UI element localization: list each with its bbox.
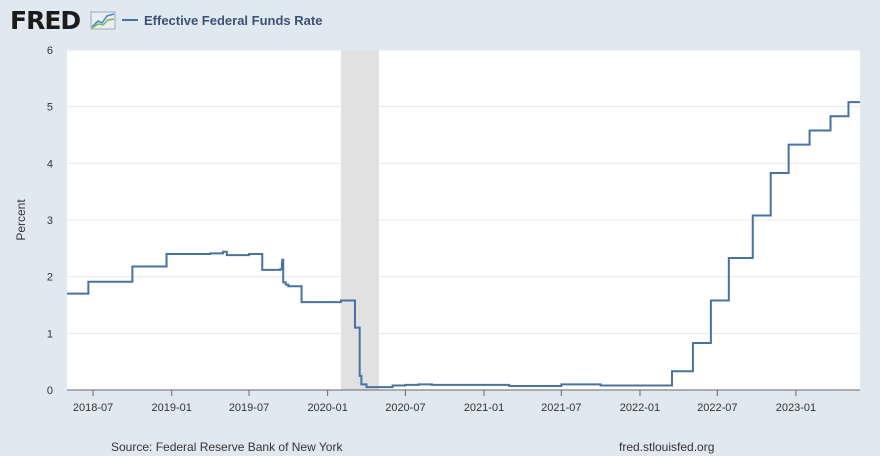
x-tick-label: 2022-07 (697, 402, 737, 414)
fred-logo[interactable]: FRED (10, 6, 81, 35)
legend-label: Effective Federal Funds Rate (144, 12, 323, 28)
x-tick-label: 2018-07 (73, 402, 113, 414)
y-tick-label: 0 (47, 385, 53, 397)
x-tick-label: 2022-01 (620, 402, 660, 414)
y-tick-label: 3 (47, 215, 53, 227)
y-tick-label: 2 (47, 272, 53, 284)
x-tick-label: 2021-07 (541, 402, 581, 414)
x-tick-label: 2020-01 (307, 402, 347, 414)
fred-graph-icon (90, 11, 116, 30)
x-tick-label: 2023-01 (776, 402, 816, 414)
x-tick-label: 2020-07 (385, 402, 425, 414)
y-tick-label: 4 (47, 158, 53, 170)
x-axis-ticks: 2018-07 2019-01 2019-07 2020-01 2020-07 2021-… (73, 390, 816, 414)
y-axis-ticks: 0 1 2 3 4 5 6 (47, 45, 53, 397)
legend[interactable]: Effective Federal Funds Rate (122, 10, 322, 30)
series-line-effective-federal-funds-rate[interactable] (67, 101, 860, 389)
y-tick-label: 6 (47, 45, 53, 57)
y-axis-label: Percent (14, 199, 28, 241)
x-tick-label: 2019-07 (229, 402, 269, 414)
x-tick-label: 2019-01 (151, 402, 191, 414)
x-tick-label: 2021-01 (464, 402, 504, 414)
source-note: Source: Federal Reserve Bank of New York (111, 440, 343, 454)
y-tick-label: 1 (47, 328, 53, 340)
y-tick-label: 5 (47, 102, 53, 114)
site-link[interactable]: fred.stlouisfed.org (619, 440, 715, 454)
legend-swatch (122, 19, 138, 21)
chart-header: FRED Effective Federal Funds Rate (0, 0, 880, 44)
